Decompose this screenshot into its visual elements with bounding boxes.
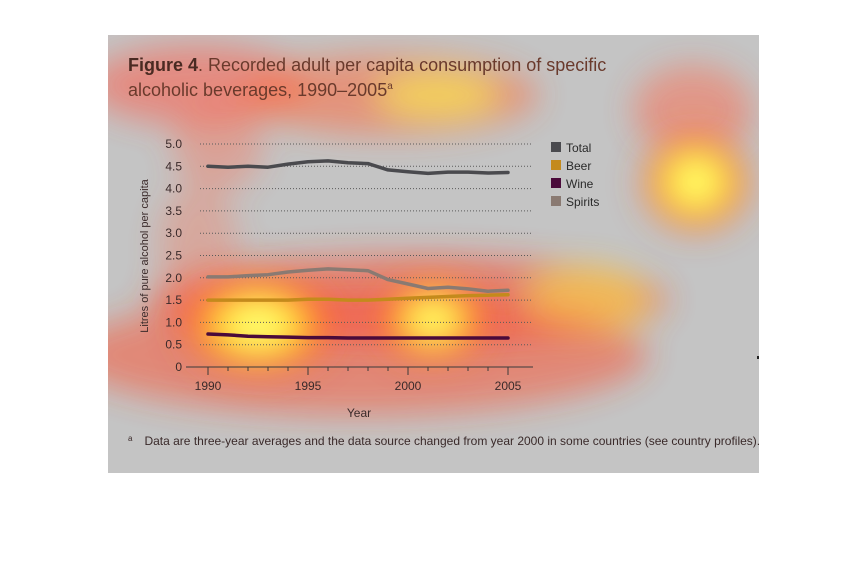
series-line-beer [208, 295, 508, 300]
y-tick-label: 5.0 [165, 137, 182, 151]
x-tick-label: 1995 [295, 379, 322, 393]
legend-label-spirits: Spirits [566, 195, 599, 209]
y-tick-label: 3.0 [165, 226, 182, 240]
figure-title-text: . Recorded adult per capita consumption … [198, 55, 606, 75]
series-line-spirits [208, 269, 508, 291]
series-line-total [208, 161, 508, 174]
y-tick-label: 2.0 [165, 271, 182, 285]
y-tick-label: 4.0 [165, 182, 182, 196]
x-tick-label: 2000 [395, 379, 422, 393]
footnote: a Data are three-year averages and the da… [128, 434, 759, 448]
legend-swatch-beer [551, 160, 561, 170]
legend-swatch-spirits [551, 196, 561, 206]
y-axis-label: Litres of pure alcohol per capita [139, 178, 151, 332]
legend-label-wine: Wine [566, 177, 594, 191]
y-tick-label: 2.5 [165, 249, 182, 263]
footnote-text: Data are three-year averages and the dat… [144, 434, 759, 448]
figure-title-line2: alcoholic beverages, 1990–2005a [128, 80, 393, 101]
y-tick-label: 0 [175, 360, 182, 374]
figure-title: Figure 4. Recorded adult per capita cons… [128, 55, 606, 76]
y-tick-label: 4.5 [165, 159, 182, 173]
x-tick-label: 2005 [495, 379, 522, 393]
y-tick-label: 1.0 [165, 315, 182, 329]
edge-mark [757, 356, 759, 359]
x-axis-label: Year [347, 406, 371, 420]
y-tick-label: 0.5 [165, 338, 182, 352]
legend-label-beer: Beer [566, 159, 591, 173]
y-tick-label: 1.5 [165, 293, 182, 307]
footnote-ref: a [387, 81, 393, 92]
legend-swatch-wine [551, 178, 561, 188]
figure-label: Figure 4 [128, 55, 198, 75]
legend-label-total: Total [566, 141, 591, 155]
figure-title-text-2: alcoholic beverages, 1990–2005 [128, 80, 387, 100]
x-tick-label: 1990 [195, 379, 222, 393]
series-line-wine [208, 334, 508, 338]
figure-panel: 0 0.5 1.0 1.5 2.0 2.5 3.0 3.5 4.0 4.5 5.0 1990 1995 2… [108, 35, 759, 473]
y-tick-label: 3.5 [165, 204, 182, 218]
legend-swatch-total [551, 142, 561, 152]
footnote-mark: a [128, 434, 132, 443]
